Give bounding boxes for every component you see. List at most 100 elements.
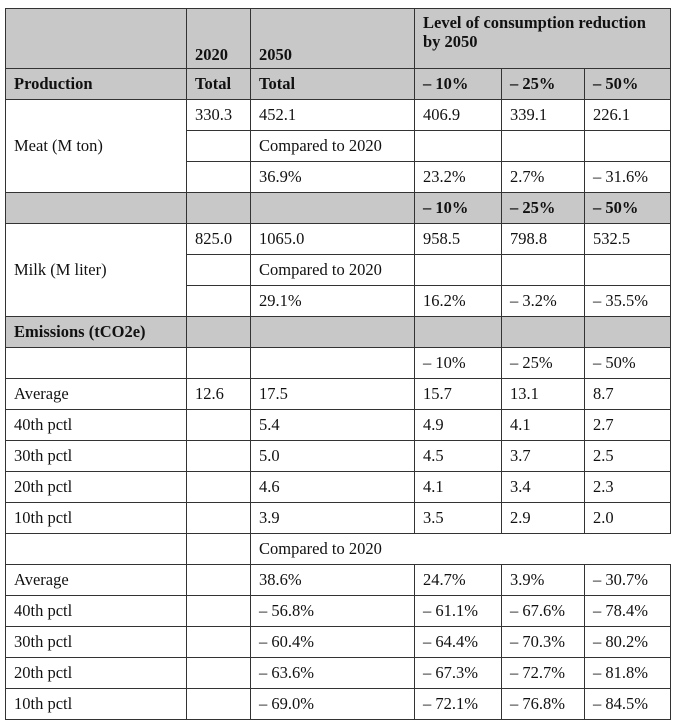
meat-pct-r10: 23.2% (414, 161, 502, 193)
cell-2050: 5.4 (250, 409, 415, 441)
milk-r25: 798.8 (501, 223, 585, 255)
header-empty-cell (5, 8, 187, 69)
row-label: 30th pctl (5, 440, 187, 472)
empty-cell (186, 285, 251, 317)
empty-cell (501, 254, 585, 286)
milk-header-r10: – 10% (414, 192, 502, 224)
emissions-r10-label: – 10% (414, 347, 502, 379)
cell-r10: – 67.3% (414, 657, 502, 689)
header-row-labels: Production Total Total – 10% – 25% – 50% (5, 68, 671, 100)
empty-cell (186, 657, 251, 689)
empty-cell (186, 347, 251, 379)
empty-cell (501, 316, 585, 348)
cell-r50: – 80.2% (584, 626, 671, 658)
emissions-reduction-row: – 10% – 25% – 50% (5, 347, 671, 379)
empty-cell (414, 316, 502, 348)
milk-r10: 958.5 (414, 223, 502, 255)
empty-cell (186, 688, 251, 720)
milk-pct-2050: 29.1% (250, 285, 415, 317)
meat-pct-r25: 2.7% (501, 161, 585, 193)
consumption-emissions-table: 2020 2050 Level of consumption reduction… (5, 8, 671, 720)
emissions-compared-row: Compared to 2020 (5, 533, 671, 565)
cell-2050: – 63.6% (250, 657, 415, 689)
cell-r25: 3.4 (501, 471, 585, 503)
empty-cell (414, 130, 502, 162)
cell-r50: 8.7 (584, 378, 671, 410)
cell-r25: – 72.7% (501, 657, 585, 689)
cell-r10: 4.1 (414, 471, 502, 503)
header-reduction-25: – 25% (501, 68, 585, 100)
empty-cell (186, 130, 251, 162)
emissions-compared-label: Compared to 2020 (250, 533, 671, 565)
row-label: 40th pctl (5, 595, 187, 627)
meat-2020: 330.3 (186, 99, 251, 131)
cell-2050: 3.9 (250, 502, 415, 534)
table-row: 40th pctl – 56.8% – 61.1% – 67.6% – 78.4… (5, 595, 671, 627)
cell-r25: 3.9% (501, 564, 585, 596)
empty-cell (5, 347, 187, 379)
cell-r10: 4.5 (414, 440, 502, 472)
meat-pct-2050: 36.9% (250, 161, 415, 193)
meat-row-pct: 36.9% 23.2% 2.7% – 31.6% (6, 161, 671, 193)
empty-cell (584, 130, 671, 162)
cell-r50: – 78.4% (584, 595, 671, 627)
emissions-title: Emissions (tCO2e) (5, 316, 187, 348)
milk-header-r25: – 25% (501, 192, 585, 224)
header-level-title: Level of consumption reduction by 2050 (414, 8, 671, 69)
milk-pct-r10: 16.2% (414, 285, 502, 317)
row-label: 20th pctl (5, 657, 187, 689)
milk-pct-r25: – 3.2% (501, 285, 585, 317)
meat-r10: 406.9 (414, 99, 502, 131)
table-row: 40th pctl 5.4 4.9 4.1 2.7 (5, 409, 671, 441)
table-row: 30th pctl 5.0 4.5 3.7 2.5 (5, 440, 671, 472)
meat-label: Meat (M ton) (5, 99, 187, 193)
row-label: 20th pctl (5, 471, 187, 503)
empty-cell (250, 347, 415, 379)
milk-2050: 1065.0 (250, 223, 415, 255)
empty-cell (5, 192, 187, 224)
milk-label: Milk (M liter) (5, 223, 187, 317)
cell-r25: – 67.6% (501, 595, 585, 627)
empty-cell (186, 626, 251, 658)
header-reduction-50: – 50% (584, 68, 671, 100)
header-total-2050: Total (250, 68, 415, 100)
table-row: Average 12.6 17.5 15.7 13.1 8.7 (5, 378, 671, 410)
table-row: 30th pctl – 60.4% – 64.4% – 70.3% – 80.2… (5, 626, 671, 658)
row-label: 10th pctl (5, 688, 187, 720)
cell-2020: 12.6 (186, 378, 251, 410)
milk-row-pct: 29.1% 16.2% – 3.2% – 35.5% (6, 285, 671, 317)
row-label: Average (5, 378, 187, 410)
meat-pct-r50: – 31.6% (584, 161, 671, 193)
meat-r25: 339.1 (501, 99, 585, 131)
milk-r50: 532.5 (584, 223, 671, 255)
cell-r10: 4.9 (414, 409, 502, 441)
table-row: 20th pctl – 63.6% – 67.3% – 72.7% – 81.8… (5, 657, 671, 689)
table-row: Average 38.6% 24.7% 3.9% – 30.7% (5, 564, 671, 596)
cell-r50: 2.7 (584, 409, 671, 441)
header-reduction-10: – 10% (414, 68, 502, 100)
header-production: Production (5, 68, 187, 100)
milk-pct-r50: – 35.5% (584, 285, 671, 317)
cell-2050: 17.5 (250, 378, 415, 410)
cell-r50: 2.3 (584, 471, 671, 503)
table-row: 10th pctl 3.9 3.5 2.9 2.0 (5, 502, 671, 534)
cell-r50: – 30.7% (584, 564, 671, 596)
cell-2020 (186, 409, 251, 441)
milk-2020: 825.0 (186, 223, 251, 255)
cell-2050: 5.0 (250, 440, 415, 472)
meat-row-values: Meat (M ton) 330.3 452.1 406.9 339.1 226… (5, 99, 671, 193)
cell-2020 (186, 440, 251, 472)
empty-cell (186, 254, 251, 286)
empty-cell (501, 130, 585, 162)
row-label: 10th pctl (5, 502, 187, 534)
cell-r10: – 72.1% (414, 688, 502, 720)
cell-r50: – 84.5% (584, 688, 671, 720)
emissions-r50-label: – 50% (584, 347, 671, 379)
cell-r25: 3.7 (501, 440, 585, 472)
cell-r10: 3.5 (414, 502, 502, 534)
cell-r50: 2.5 (584, 440, 671, 472)
empty-cell (186, 533, 251, 565)
empty-cell (250, 192, 415, 224)
empty-cell (186, 192, 251, 224)
cell-2050: 38.6% (250, 564, 415, 596)
